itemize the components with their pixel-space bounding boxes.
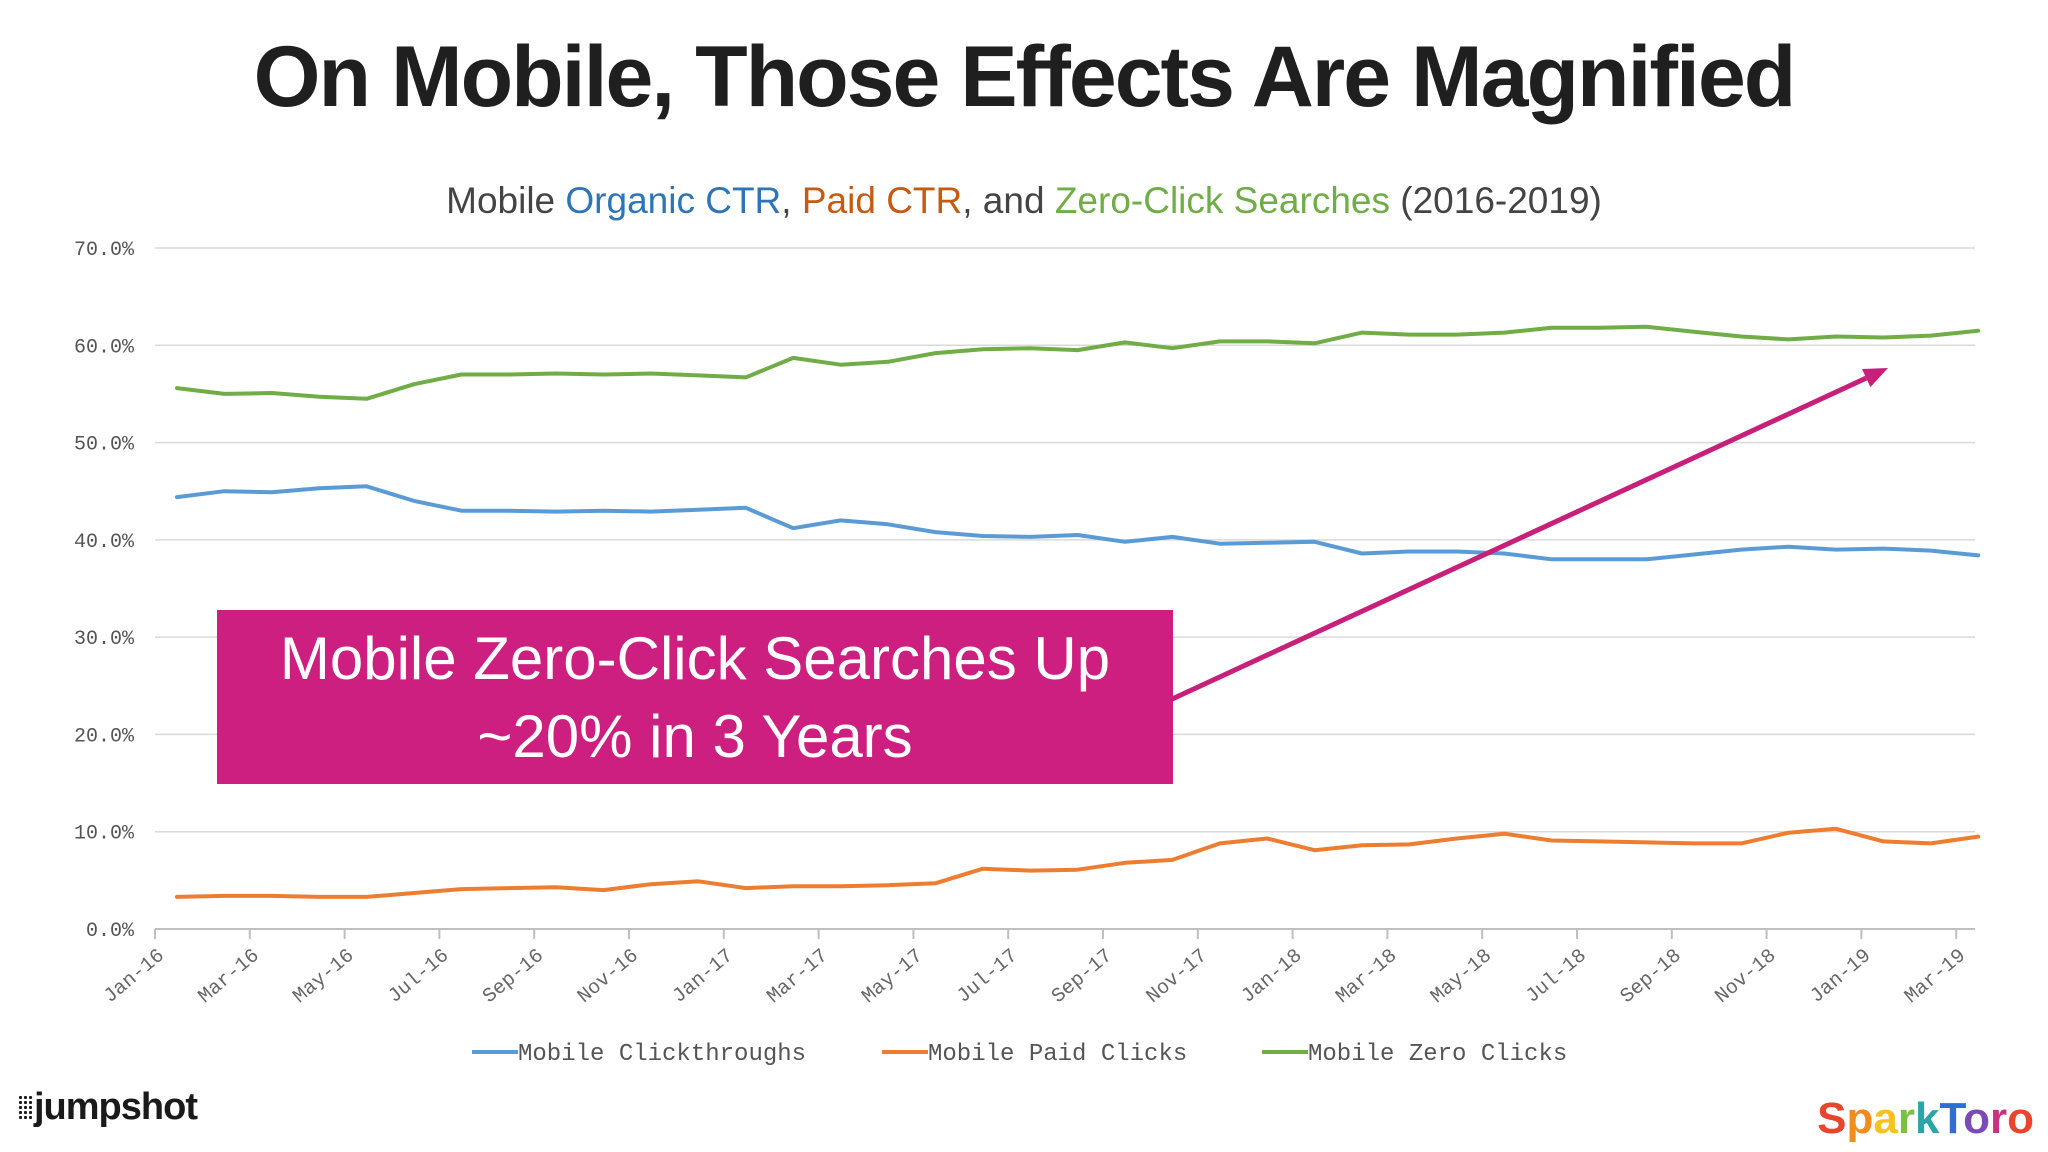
x-tick-label: Mar-17 xyxy=(763,945,833,1009)
x-tick-label: Jan-17 xyxy=(668,945,738,1009)
series-lines xyxy=(175,324,1981,899)
x-tick-label: Sep-17 xyxy=(1048,945,1118,1009)
x-tick-label: Jan-16 xyxy=(100,945,170,1009)
sparktoro-letter: o xyxy=(2007,1094,2034,1143)
y-tick-label: 10.0% xyxy=(74,823,135,846)
sparktoro-letter: a xyxy=(1873,1094,1898,1143)
subtitle-part-paid: Paid CTR xyxy=(801,180,963,221)
subtitle-part-years: (2016-2019) xyxy=(1389,180,1602,221)
trend-arrow xyxy=(1168,368,1888,703)
y-axis-ticks: 0.0% 10.0% 20.0% 30.0% 40.0% 50.0% 60.0% 70.0% xyxy=(74,239,135,943)
callout-line-2: ~20% in 3 Years xyxy=(477,703,913,770)
x-tick-label: May-16 xyxy=(289,945,359,1009)
sparktoro-letter: k xyxy=(1914,1094,1940,1143)
x-tick-label: Mar-18 xyxy=(1332,945,1402,1009)
series-line-mobile-zero-clicks xyxy=(175,324,1981,401)
x-tick-label: Nov-17 xyxy=(1142,945,1212,1009)
jumpshot-logo: jumpshot xyxy=(18,1086,198,1129)
x-tick-label: Jan-19 xyxy=(1806,945,1876,1009)
sparktoro-letter: r xyxy=(1897,1094,1915,1143)
jumpshot-logo-text: jumpshot xyxy=(34,1086,198,1128)
subtitle-part-organic: Organic CTR xyxy=(565,180,782,221)
x-tick-label: May-17 xyxy=(858,945,928,1009)
sparktoro-letter: o xyxy=(1963,1094,1990,1143)
x-axis: Jan-16 Mar-16 May-16 Jul-16 Sep-16 Nov-16 Jan-… xyxy=(100,928,1975,1009)
jumpshot-dots-icon xyxy=(18,1095,32,1121)
callout-box: Mobile Zero-Click Searches Up ~20% in 3 … xyxy=(217,610,1173,784)
series-line-mobile-clickthroughs xyxy=(175,484,1981,562)
x-tick-label: Jul-18 xyxy=(1522,945,1592,1009)
y-tick-label: 20.0% xyxy=(74,725,135,748)
y-tick-label: 30.0% xyxy=(74,628,135,651)
x-tick-label: Jul-17 xyxy=(953,945,1023,1009)
subtitle-part-comma: , xyxy=(781,180,802,221)
y-tick-label: 0.0% xyxy=(86,920,135,943)
y-tick-label: 50.0% xyxy=(74,434,135,457)
sparktoro-letter: S xyxy=(1817,1094,1847,1143)
callout-line-1: Mobile Zero-Click Searches Up xyxy=(279,625,1111,692)
x-tick-label: Nov-16 xyxy=(574,945,644,1009)
x-tick-label: Mar-19 xyxy=(1901,945,1971,1009)
sparktoro-logo: SparkToro xyxy=(1817,1094,2034,1144)
subtitle-part-and: , and xyxy=(962,180,1055,221)
y-tick-label: 70.0% xyxy=(74,239,135,262)
sparktoro-letter: r xyxy=(1989,1094,2008,1143)
x-tick-label: Jan-18 xyxy=(1237,945,1307,1009)
sparktoro-letter: p xyxy=(1846,1094,1874,1143)
y-tick-label: 60.0% xyxy=(74,336,135,359)
x-tick-label: Sep-18 xyxy=(1616,945,1686,1009)
series-line-mobile-paid-clicks xyxy=(175,826,1981,899)
x-tick-label: Sep-16 xyxy=(479,945,549,1009)
legend-label: Mobile Paid Clicks xyxy=(928,1041,1187,1068)
slide-title: On Mobile, Those Effects Are Magnified xyxy=(253,29,1797,125)
subtitle-part-mobile: Mobile xyxy=(446,180,566,221)
arrow-shaft xyxy=(1168,375,1868,703)
legend-label: Mobile Clickthroughs xyxy=(518,1041,806,1068)
x-tick-label: Nov-18 xyxy=(1711,945,1781,1009)
x-tick-label: Mar-16 xyxy=(194,945,264,1009)
legend: Mobile Clickthroughs Mobile Paid Clicks Mo… xyxy=(472,1041,1567,1068)
x-tick-label: May-18 xyxy=(1427,945,1497,1009)
legend-label: Mobile Zero Clicks xyxy=(1308,1041,1567,1068)
x-tick-label: Jul-16 xyxy=(384,945,454,1009)
y-tick-label: 40.0% xyxy=(74,531,135,554)
chart-subtitle: Mobile Organic CTR, Paid CTR, and Zero-C… xyxy=(0,180,2048,222)
subtitle-part-zero: Zero-Click Searches xyxy=(1054,180,1390,221)
arrow-head-icon xyxy=(1862,368,1888,388)
sparktoro-letter: T xyxy=(1939,1094,1964,1143)
